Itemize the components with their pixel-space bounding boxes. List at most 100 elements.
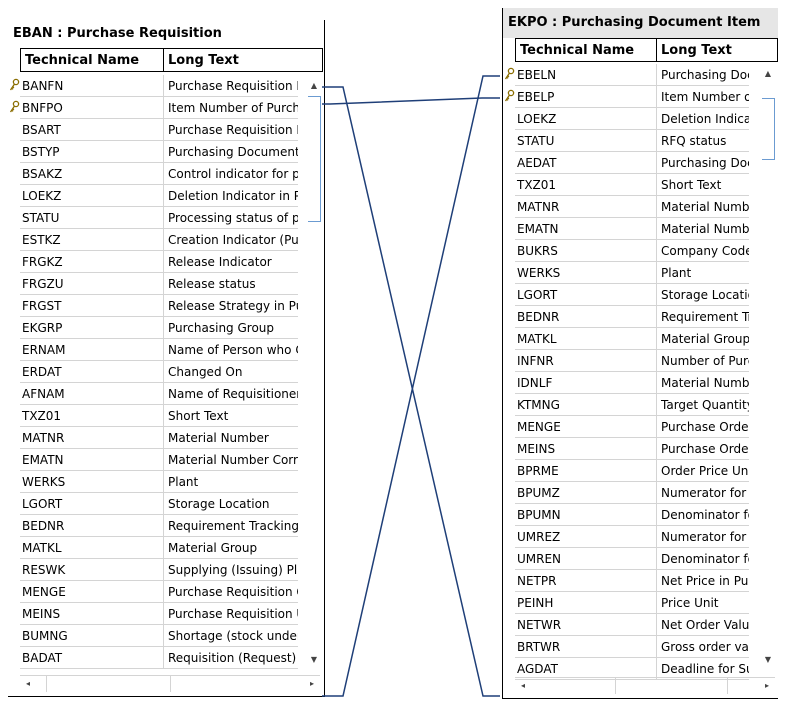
table-row[interactable]: MATNR Material Numbe: [503, 196, 778, 218]
table-row[interactable]: MEINS Purchase Orde: [503, 438, 778, 460]
table-row[interactable]: LOEKZ Deletion Indicat: [503, 108, 778, 130]
table-row[interactable]: BSART Purchase Requisition D: [8, 119, 324, 141]
long-text-cell: Denominator fo: [656, 504, 749, 526]
table-row[interactable]: STATU Processing status of pu: [8, 207, 324, 229]
table-row[interactable]: BNFPO Item Number of Purcha: [8, 97, 324, 119]
table-row[interactable]: EMATN Material Number Corre: [8, 449, 324, 471]
table-row[interactable]: INFNR Number of Purc: [503, 350, 778, 372]
left-scroll-thumb[interactable]: [308, 96, 321, 222]
table-row[interactable]: FRGKZ Release Indicator: [8, 251, 324, 273]
left-col-long-text[interactable]: Long Text: [163, 48, 323, 72]
table-row[interactable]: TXZ01 Short Text: [8, 405, 324, 427]
table-row[interactable]: IDNLF Material Numbe: [503, 372, 778, 394]
table-row[interactable]: AGDAT Deadline for Su: [503, 658, 778, 680]
table-row[interactable]: EBELP Item Number of: [503, 86, 778, 108]
long-text-cell: Item Number of Purcha: [163, 97, 298, 119]
technical-name-cell: FRGST: [20, 295, 163, 317]
connector-bnfpo-to-ebelp: [322, 97, 500, 105]
table-row[interactable]: BPUMN Denominator fo: [503, 504, 778, 526]
table-row[interactable]: TXZ01 Short Text: [503, 174, 778, 196]
long-text-cell: Number of Purc: [656, 350, 749, 372]
table-row[interactable]: UMREZ Numerator for: [503, 526, 778, 548]
table-row[interactable]: UMREN Denominator fo: [503, 548, 778, 570]
long-text-cell: Material Numbe: [656, 196, 749, 218]
table-row[interactable]: PEINH Price Unit: [503, 592, 778, 614]
table-row[interactable]: BUMNG Shortage (stock under: [8, 625, 324, 647]
table-row[interactable]: ERNAM Name of Person who C: [8, 339, 324, 361]
long-text-cell: Supplying (Issuing) Pla: [163, 559, 298, 581]
table-row[interactable]: FRGST Release Strategy in Pur: [8, 295, 324, 317]
scroll-left-icon[interactable]: ◂: [25, 679, 30, 688]
table-row[interactable]: MATNR Material Number: [8, 427, 324, 449]
table-row[interactable]: STATU RFQ status: [503, 130, 778, 152]
table-row[interactable]: BANFN Purchase Requisition N: [8, 75, 324, 97]
table-row[interactable]: MATKL Material Group: [8, 537, 324, 559]
technical-name-cell: KTMNG: [515, 394, 656, 416]
technical-name-cell: BEDNR: [20, 515, 163, 537]
table-row[interactable]: BSTYP Purchasing Document C: [8, 141, 324, 163]
technical-name-cell: BSART: [20, 119, 163, 141]
scroll-left-icon[interactable]: ◂: [520, 681, 525, 690]
table-row[interactable]: BPUMZ Numerator for: [503, 482, 778, 504]
technical-name-cell: ERNAM: [20, 339, 163, 361]
left-horizontal-scrollbar[interactable]: ◂ ▸: [20, 675, 320, 692]
table-row[interactable]: WERKS Plant: [8, 471, 324, 493]
technical-name-cell: ERDAT: [20, 361, 163, 383]
right-col-long-text[interactable]: Long Text: [656, 38, 778, 62]
right-col-technical-name[interactable]: Technical Name: [515, 38, 657, 62]
table-row[interactable]: BRTWR Gross order val: [503, 636, 778, 658]
table-row[interactable]: MENGE Purchase Orde: [503, 416, 778, 438]
long-text-cell: Deletion Indicator in Pu: [163, 185, 298, 207]
left-hscroll-divider: [46, 676, 47, 692]
table-row[interactable]: EMATN Material Numbe: [503, 218, 778, 240]
long-text-cell: Purchase Orde: [656, 438, 749, 460]
table-row[interactable]: AEDAT Purchasing Doc: [503, 152, 778, 174]
scroll-right-icon[interactable]: ▸: [764, 681, 769, 690]
left-col-technical-name[interactable]: Technical Name: [20, 48, 164, 72]
table-row[interactable]: ESTKZ Creation Indicator (Pur: [8, 229, 324, 251]
right-horizontal-scrollbar[interactable]: ◂ ▸: [515, 677, 775, 694]
table-row[interactable]: FRGZU Release status: [8, 273, 324, 295]
right-hscroll-divider: [615, 678, 616, 694]
right-vertical-scrollbar[interactable]: ▲ ▼: [760, 66, 776, 668]
table-row[interactable]: BUKRS Company Code: [503, 240, 778, 262]
technical-name-cell: MATKL: [515, 328, 656, 350]
scroll-right-icon[interactable]: ▸: [309, 679, 314, 688]
table-row[interactable]: MEINS Purchase Requisition U: [8, 603, 324, 625]
table-row[interactable]: KTMNG Target Quantity: [503, 394, 778, 416]
table-row[interactable]: LGORT Storage Locatio: [503, 284, 778, 306]
table-row[interactable]: MENGE Purchase Requisition Q: [8, 581, 324, 603]
table-row[interactable]: BEDNR Requirement Tr: [503, 306, 778, 328]
table-row[interactable]: WERKS Plant: [503, 262, 778, 284]
scroll-down-icon[interactable]: ▼: [764, 655, 772, 664]
table-row[interactable]: BSAKZ Control indicator for pu: [8, 163, 324, 185]
table-row[interactable]: EKGRP Purchasing Group: [8, 317, 324, 339]
technical-name-cell: LOEKZ: [515, 108, 656, 130]
table-row[interactable]: LGORT Storage Location: [8, 493, 324, 515]
technical-name-cell: MEINS: [20, 603, 163, 625]
technical-name-cell: FRGKZ: [20, 251, 163, 273]
scroll-down-icon[interactable]: ▼: [310, 655, 318, 664]
table-row[interactable]: NETWR Net Order Value: [503, 614, 778, 636]
table-row[interactable]: AFNAM Name of Requisitioner/: [8, 383, 324, 405]
table-row[interactable]: BPRME Order Price Uni: [503, 460, 778, 482]
right-table-body: EBELN Purchasing Doc EBELP Item Number of LO…: [503, 64, 778, 680]
long-text-cell: Denominator fo: [656, 548, 749, 570]
table-row[interactable]: EBELN Purchasing Doc: [503, 64, 778, 86]
table-row[interactable]: BADAT Requisition (Request) D: [8, 647, 324, 669]
table-row[interactable]: MATKL Material Group: [503, 328, 778, 350]
left-vertical-scrollbar[interactable]: ▲ ▼: [306, 78, 322, 668]
technical-name-cell: AEDAT: [515, 152, 656, 174]
table-row[interactable]: NETPR Net Price in Pur: [503, 570, 778, 592]
right-scroll-thumb[interactable]: [762, 98, 775, 160]
scroll-up-icon[interactable]: ▲: [310, 81, 318, 90]
table-row[interactable]: RESWK Supplying (Issuing) Pla: [8, 559, 324, 581]
long-text-cell: Purchase Requisition D: [163, 119, 298, 141]
long-text-cell: Changed On: [163, 361, 298, 383]
technical-name-cell: BUKRS: [515, 240, 656, 262]
table-row[interactable]: BEDNR Requirement Tracking N: [8, 515, 324, 537]
scroll-up-icon[interactable]: ▲: [764, 69, 772, 78]
table-row[interactable]: ERDAT Changed On: [8, 361, 324, 383]
technical-name-cell: EMATN: [515, 218, 656, 240]
table-row[interactable]: LOEKZ Deletion Indicator in Pu: [8, 185, 324, 207]
